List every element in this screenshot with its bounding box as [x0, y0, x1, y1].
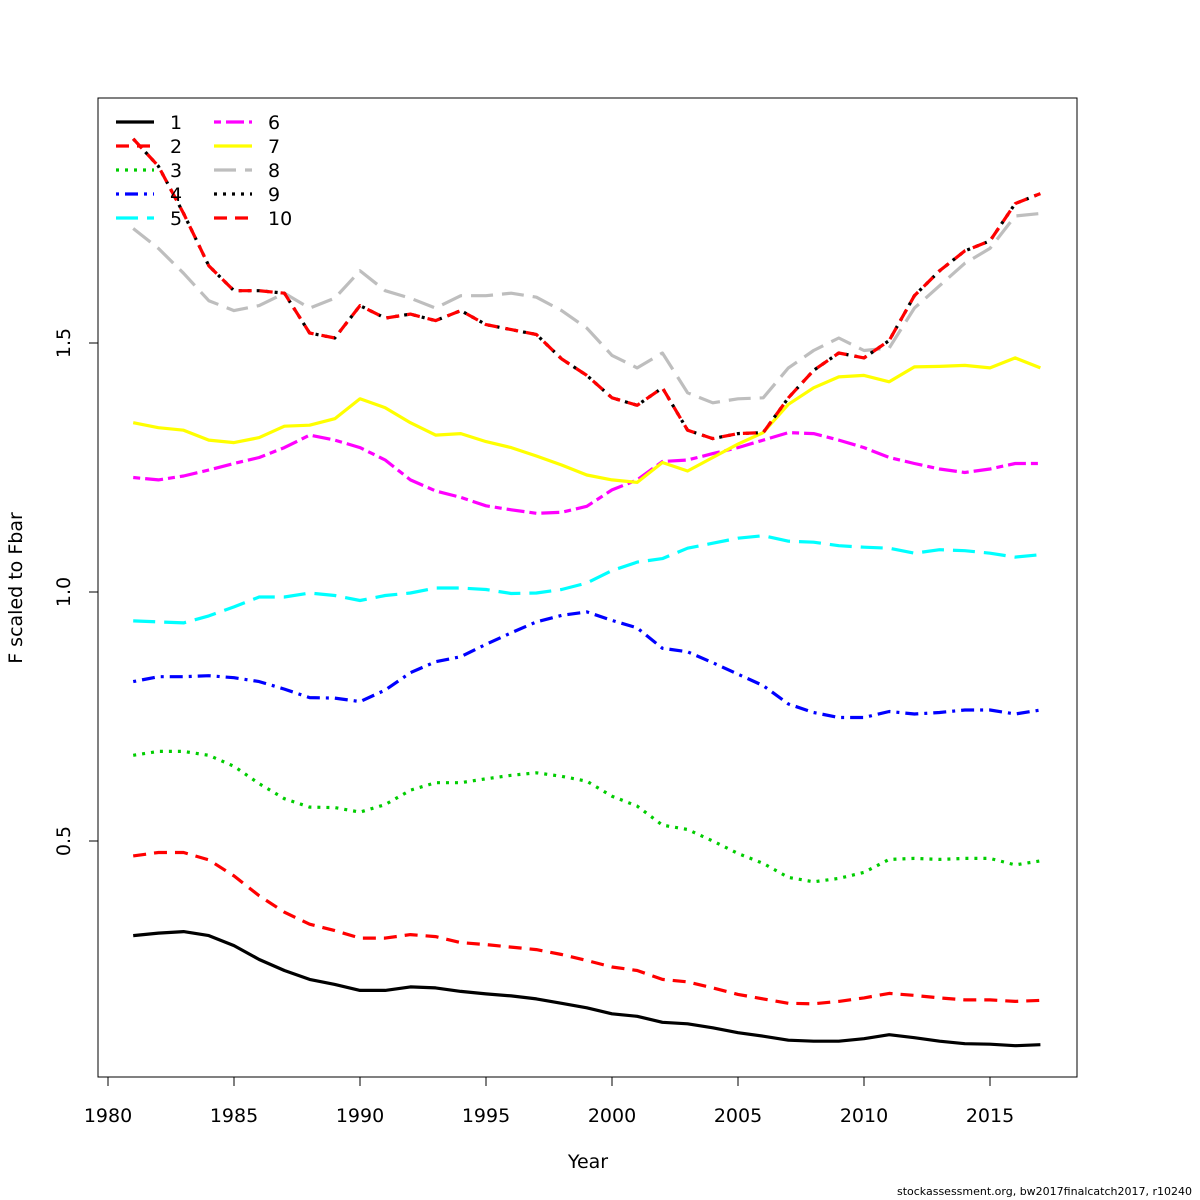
legend-label-5: 5 — [170, 208, 182, 230]
x-tick-label-1995: 1995 — [462, 1105, 510, 1127]
x-tick-label-1990: 1990 — [336, 1105, 384, 1127]
plot-area — [132, 137, 1041, 1048]
legend-label-10: 10 — [268, 208, 292, 230]
series-line-8 — [132, 211, 1041, 405]
legend-label-2: 2 — [170, 136, 182, 158]
y-tick-label-0.5: 0.5 — [53, 826, 75, 856]
series-line-6 — [133, 431, 1041, 515]
x-tick-label-1980: 1980 — [84, 1105, 132, 1127]
x-tick-label-2005: 2005 — [714, 1105, 762, 1127]
y-tick-label-1.0: 1.0 — [53, 577, 75, 607]
series-line-7 — [132, 356, 1041, 484]
series-line-3 — [132, 749, 1041, 884]
series-line-10 — [132, 137, 1041, 441]
legend-label-4: 4 — [170, 184, 182, 206]
x-axis-title: Year — [567, 1151, 608, 1173]
legend-label-3: 3 — [170, 160, 182, 182]
series-line-5 — [133, 534, 1041, 625]
series-line-1 — [133, 929, 1041, 1048]
series-line-4 — [132, 610, 1041, 720]
legend-label-9: 9 — [268, 184, 280, 206]
x-tick-label-2015: 2015 — [966, 1105, 1014, 1127]
legend-label-6: 6 — [268, 112, 280, 134]
x-tick-label-2010: 2010 — [840, 1105, 888, 1127]
legend-label-1: 1 — [170, 112, 182, 134]
y-axis-title: F scaled to Fbar — [5, 512, 27, 664]
series-line-2 — [132, 850, 1041, 1006]
x-tick-label-2000: 2000 — [588, 1105, 636, 1127]
y-tick-label-1.5: 1.5 — [53, 328, 75, 358]
legend-label-8: 8 — [268, 160, 280, 182]
axes: 1980 1985 1990 1995 2000 2005 2010 20150.51.01.… — [5, 97, 1078, 1173]
plot-frame — [97, 97, 1078, 1078]
x-tick-label-1985: 1985 — [210, 1105, 258, 1127]
footer-credit: stockassessment.org, bw2017finalcatch201… — [896, 1185, 1192, 1198]
legend-label-7: 7 — [268, 136, 280, 158]
